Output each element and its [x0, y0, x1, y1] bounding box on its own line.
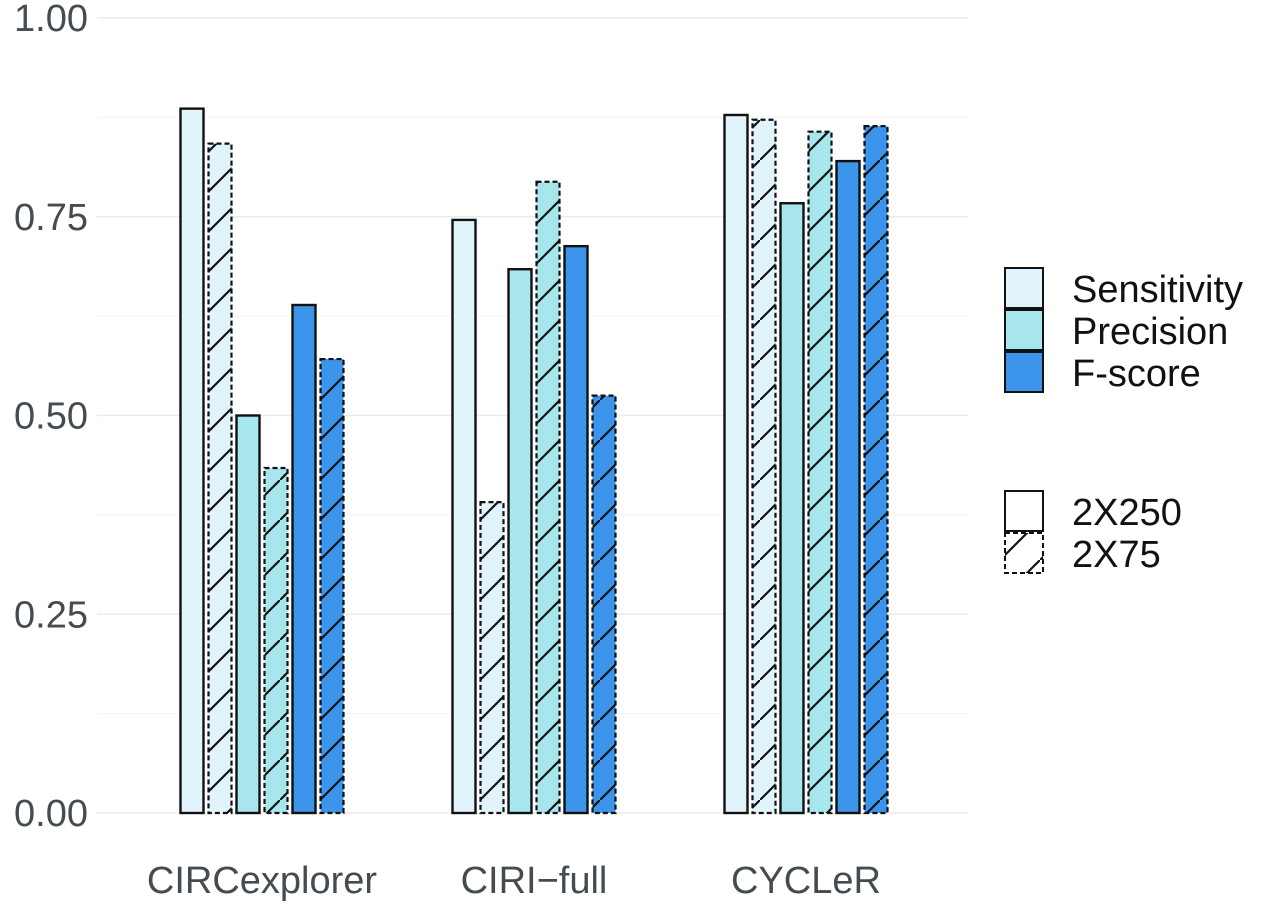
bar-cycler-precision-2x75-hatch: [808, 131, 832, 813]
bar-circexplorer-f-score-2x75-hatch: [320, 359, 344, 813]
bar-cycler-f-score-2x250-fill: [836, 161, 860, 814]
legend-label-2x75: 2X75: [1072, 534, 1161, 576]
bar-cycler-f-score-2x75-hatch: [864, 126, 888, 814]
x-category-label: CYCLeR: [731, 860, 881, 902]
legend-label-f-score: F-score: [1072, 353, 1201, 395]
bar-cycler-f-score-2x250-outline: [835, 159, 861, 815]
legend-swatch-sensitivity: [1004, 267, 1044, 309]
legend-swatch-f-score: [1004, 351, 1044, 393]
bar-cycler-precision-2x75-outline: [807, 130, 833, 815]
bar-cirifull-precision-2x250-outline: [507, 268, 533, 815]
bar-circexplorer-precision-2x250-fill: [236, 415, 260, 813]
bar-circexplorer-f-score-2x75-outline: [319, 357, 345, 815]
bar-cirifull-sensitivity-2x250-outline: [451, 218, 477, 815]
y-axis-ticks: 0.00 0.25 0.50 0.75 1.00: [14, 0, 88, 835]
x-category-label: CIRI−full: [461, 860, 608, 902]
bar-cirifull-f-score-2x75-hatch: [592, 395, 616, 813]
x-axis-categories: CIRCexplorer CIRI−full CYCLeR: [147, 860, 881, 902]
bar-cycler-sensitivity-2x250-outline: [723, 113, 749, 815]
bar-circexplorer-sensitivity-2x75-hatch: [208, 143, 232, 814]
bar-cirifull-precision-2x250-fill: [508, 269, 532, 814]
bar-cirifull-f-score-2x250-fill: [564, 246, 588, 814]
bar-cirifull-sensitivity-2x75-hatch: [480, 502, 504, 813]
y-tick-label: 0.25: [14, 594, 88, 636]
y-tick-label: 0.00: [14, 793, 88, 835]
legend-swatch-hatch: [1005, 533, 1043, 573]
bar-circexplorer-sensitivity-2x250-fill: [180, 108, 204, 813]
bar-circexplorer-f-score-2x250-outline: [291, 303, 317, 815]
legend-swatch-precision: [1004, 309, 1044, 351]
bar-cirifull-precision-2x75-hatch: [536, 181, 560, 813]
bar-cycler-sensitivity-2x75-hatch: [752, 119, 776, 813]
x-category-label: CIRCexplorer: [147, 860, 378, 902]
bar-cirifull-f-score-2x75-outline: [591, 394, 617, 815]
bar-cycler-precision-2x250-fill: [780, 203, 804, 814]
bar-circexplorer-f-score-2x250-fill: [292, 304, 316, 813]
bar-circexplorer-precision-2x250-outline: [235, 414, 261, 815]
legend-swatch-2x75: [1004, 532, 1044, 574]
legend-label-precision: Precision: [1072, 311, 1228, 353]
bar-cycler-precision-2x250-outline: [779, 202, 805, 815]
y-tick-label: 0.50: [14, 396, 88, 438]
legend-label-sensitivity: Sensitivity: [1072, 269, 1243, 311]
bar-cycler-sensitivity-2x250-fill: [724, 114, 748, 814]
bar-circexplorer-sensitivity-2x250-outline: [179, 107, 205, 815]
bar-circexplorer-precision-2x75-hatch: [264, 467, 288, 813]
y-tick-label: 1.00: [14, 0, 88, 40]
bar-cycler-sensitivity-2x75-outline: [751, 118, 777, 815]
legend-swatch-2x250: [1004, 490, 1044, 532]
bar-cycler-f-score-2x75-outline: [863, 125, 889, 815]
y-tick-label: 0.75: [14, 197, 88, 239]
legend-label-2x250: 2X250: [1072, 492, 1182, 534]
bar-cirifull-precision-2x75-outline: [535, 180, 561, 815]
bar-cirifull-f-score-2x250-outline: [563, 244, 589, 815]
bar-cirifull-sensitivity-2x75-outline: [479, 501, 505, 815]
bars: [179, 107, 889, 815]
bar-circexplorer-sensitivity-2x75-outline: [207, 142, 233, 815]
bar-cirifull-sensitivity-2x250-fill: [452, 219, 476, 813]
bar-circexplorer-precision-2x75-outline: [263, 466, 289, 815]
